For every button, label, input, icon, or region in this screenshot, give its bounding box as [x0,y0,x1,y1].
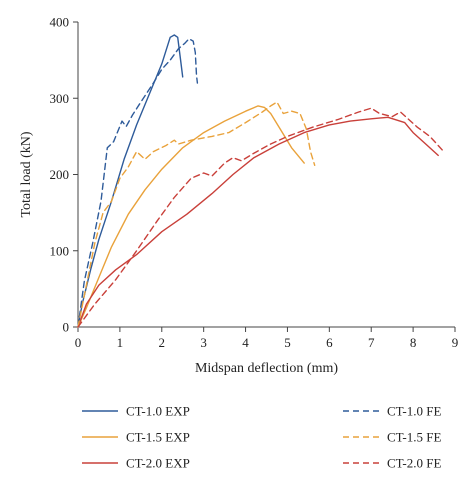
y-tick-label: 200 [50,167,70,182]
x-tick-label: 9 [452,335,459,350]
legend-item: CT-1.5 EXP [82,430,190,445]
legend-label: CT-1.5 EXP [126,430,190,445]
x-tick-label: 8 [410,335,417,350]
legend-item: CT-1.0 EXP [82,404,190,419]
y-tick-label: 100 [50,243,70,258]
y-axis-title: Total load (kN) [19,131,34,217]
x-tick-label: 3 [200,335,207,350]
legend-label: CT-1.0 EXP [126,404,190,419]
x-ticks: 0 1 2 3 4 5 6 7 8 9 [75,327,459,350]
legend: CT-1.0 EXP CT-1.5 EXP CT-2.0 EXP CT-1.0 FE C… [82,404,441,471]
x-tick-label: 6 [326,335,333,350]
series-line-ct-1-5-exp [77,105,305,328]
x-tick-label: 1 [117,335,124,350]
legend-label: CT-1.0 FE [387,404,441,419]
series-line-ct-2-0-exp [77,116,439,328]
y-tick-label: 300 [50,91,70,106]
y-tick-label: 400 [50,15,70,30]
x-tick-label: 5 [284,335,291,350]
series-line-ct-2-0-fe [77,107,444,328]
legend-item: CT-1.0 FE [343,404,441,419]
y-tick-label: 0 [63,320,70,335]
series-line-ct-1-0-exp [77,34,184,328]
legend-item: CT-2.0 EXP [82,456,190,471]
axes: 0 1 2 3 4 5 6 7 8 9 0 100 200 300 400 Midspan deflect… [19,15,458,377]
x-tick-label: 0 [75,335,82,350]
legend-label: CT-2.0 EXP [126,456,190,471]
series-line-ct-1-5-fe [77,101,316,328]
legend-item: CT-1.5 FE [343,430,441,445]
x-tick-label: 2 [159,335,166,350]
y-ticks: 0 100 200 300 400 [50,15,78,335]
x-tick-label: 7 [368,335,375,350]
series-lines [77,34,444,328]
x-axis-title: Midspan deflection (mm) [195,361,338,376]
legend-label: CT-1.5 FE [387,430,441,445]
series-line-ct-1-0-fe [77,38,199,328]
legend-label: CT-2.0 FE [387,456,441,471]
legend-item: CT-2.0 FE [343,456,441,471]
x-tick-label: 4 [242,335,249,350]
